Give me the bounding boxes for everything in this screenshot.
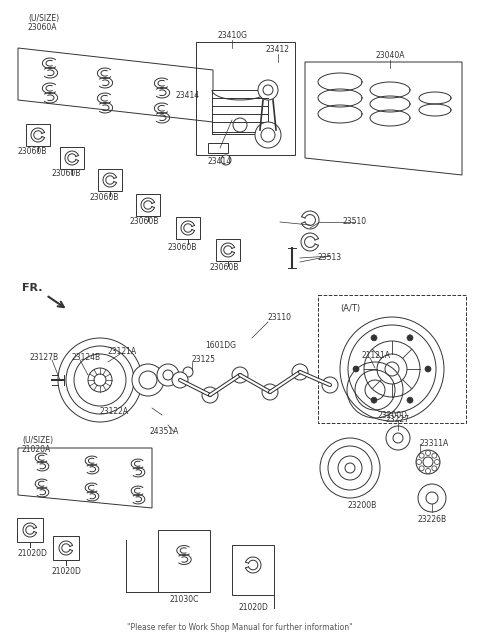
Circle shape xyxy=(419,453,424,458)
Text: (A/T): (A/T) xyxy=(340,305,360,314)
Text: 23060B: 23060B xyxy=(52,170,82,179)
Bar xyxy=(318,295,466,423)
Text: 21020D: 21020D xyxy=(18,548,48,557)
Text: (U/SIZE): (U/SIZE) xyxy=(28,13,59,22)
Circle shape xyxy=(232,367,248,383)
Circle shape xyxy=(221,155,231,165)
Bar xyxy=(53,536,79,560)
Circle shape xyxy=(419,466,424,471)
Text: "Please refer to Work Shop Manual for further information": "Please refer to Work Shop Manual for fu… xyxy=(127,623,353,632)
Bar xyxy=(60,147,84,169)
Bar xyxy=(158,530,210,592)
Bar xyxy=(17,518,43,542)
Text: 23414: 23414 xyxy=(176,90,200,99)
Text: 21121A: 21121A xyxy=(362,351,391,360)
Circle shape xyxy=(425,366,431,372)
Text: 23040A: 23040A xyxy=(375,51,405,61)
Circle shape xyxy=(407,397,413,403)
Text: 23200B: 23200B xyxy=(348,502,377,511)
Text: 23124B: 23124B xyxy=(72,353,101,362)
Text: 23510: 23510 xyxy=(343,218,367,227)
Bar xyxy=(208,143,228,153)
Circle shape xyxy=(393,433,403,443)
Circle shape xyxy=(418,484,446,512)
Circle shape xyxy=(183,367,193,377)
Text: 23110: 23110 xyxy=(268,314,292,323)
Text: 23060B: 23060B xyxy=(130,218,159,227)
Text: 23060B: 23060B xyxy=(168,243,197,253)
Text: 23226B: 23226B xyxy=(418,515,446,525)
Circle shape xyxy=(258,80,278,100)
Text: 1601DG: 1601DG xyxy=(205,340,236,349)
Bar xyxy=(176,217,200,239)
Text: 23060B: 23060B xyxy=(90,193,120,202)
Circle shape xyxy=(233,118,247,132)
Circle shape xyxy=(88,368,112,392)
Text: 23121A: 23121A xyxy=(108,348,137,356)
Text: 23513: 23513 xyxy=(318,253,342,262)
Circle shape xyxy=(261,128,275,142)
Text: 23060B: 23060B xyxy=(18,147,48,157)
Text: 23414: 23414 xyxy=(208,157,232,166)
Circle shape xyxy=(425,451,431,456)
Bar xyxy=(212,90,268,132)
Text: 23125: 23125 xyxy=(192,355,216,365)
Circle shape xyxy=(417,460,421,465)
Bar xyxy=(196,42,295,155)
Bar xyxy=(98,169,122,191)
Circle shape xyxy=(407,335,413,341)
Circle shape xyxy=(371,335,377,341)
Circle shape xyxy=(432,453,437,458)
Text: (U/SIZE): (U/SIZE) xyxy=(22,435,53,445)
Bar xyxy=(212,122,268,134)
Bar xyxy=(136,194,160,216)
Bar xyxy=(232,545,274,595)
Circle shape xyxy=(416,450,440,474)
Text: 23200D: 23200D xyxy=(377,410,407,419)
Circle shape xyxy=(132,364,164,396)
Circle shape xyxy=(262,384,278,400)
Circle shape xyxy=(353,366,359,372)
Text: 23410G: 23410G xyxy=(217,31,247,40)
Text: FR.: FR. xyxy=(22,283,43,293)
Circle shape xyxy=(202,387,218,403)
Circle shape xyxy=(263,85,273,95)
Circle shape xyxy=(255,122,281,148)
Circle shape xyxy=(434,460,440,465)
Text: 24351A: 24351A xyxy=(150,428,180,436)
Text: 21020D: 21020D xyxy=(238,604,268,612)
Text: 23227: 23227 xyxy=(386,415,410,424)
Circle shape xyxy=(172,372,188,388)
Circle shape xyxy=(371,397,377,403)
Circle shape xyxy=(157,364,179,386)
Circle shape xyxy=(432,466,437,471)
Circle shape xyxy=(386,426,410,450)
Text: 23127B: 23127B xyxy=(30,353,59,362)
Circle shape xyxy=(322,377,338,393)
Text: 21030C: 21030C xyxy=(169,595,199,605)
Text: 23311A: 23311A xyxy=(420,440,449,449)
Text: 23060A: 23060A xyxy=(28,22,58,31)
Circle shape xyxy=(425,468,431,474)
Text: 23122A: 23122A xyxy=(100,408,129,417)
Bar xyxy=(216,239,240,261)
Text: 21020D: 21020D xyxy=(52,568,82,577)
Circle shape xyxy=(292,364,308,380)
Text: 23060B: 23060B xyxy=(210,264,240,273)
Text: 23412: 23412 xyxy=(266,45,290,54)
Text: 21020A: 21020A xyxy=(22,445,51,454)
Bar xyxy=(26,124,50,146)
